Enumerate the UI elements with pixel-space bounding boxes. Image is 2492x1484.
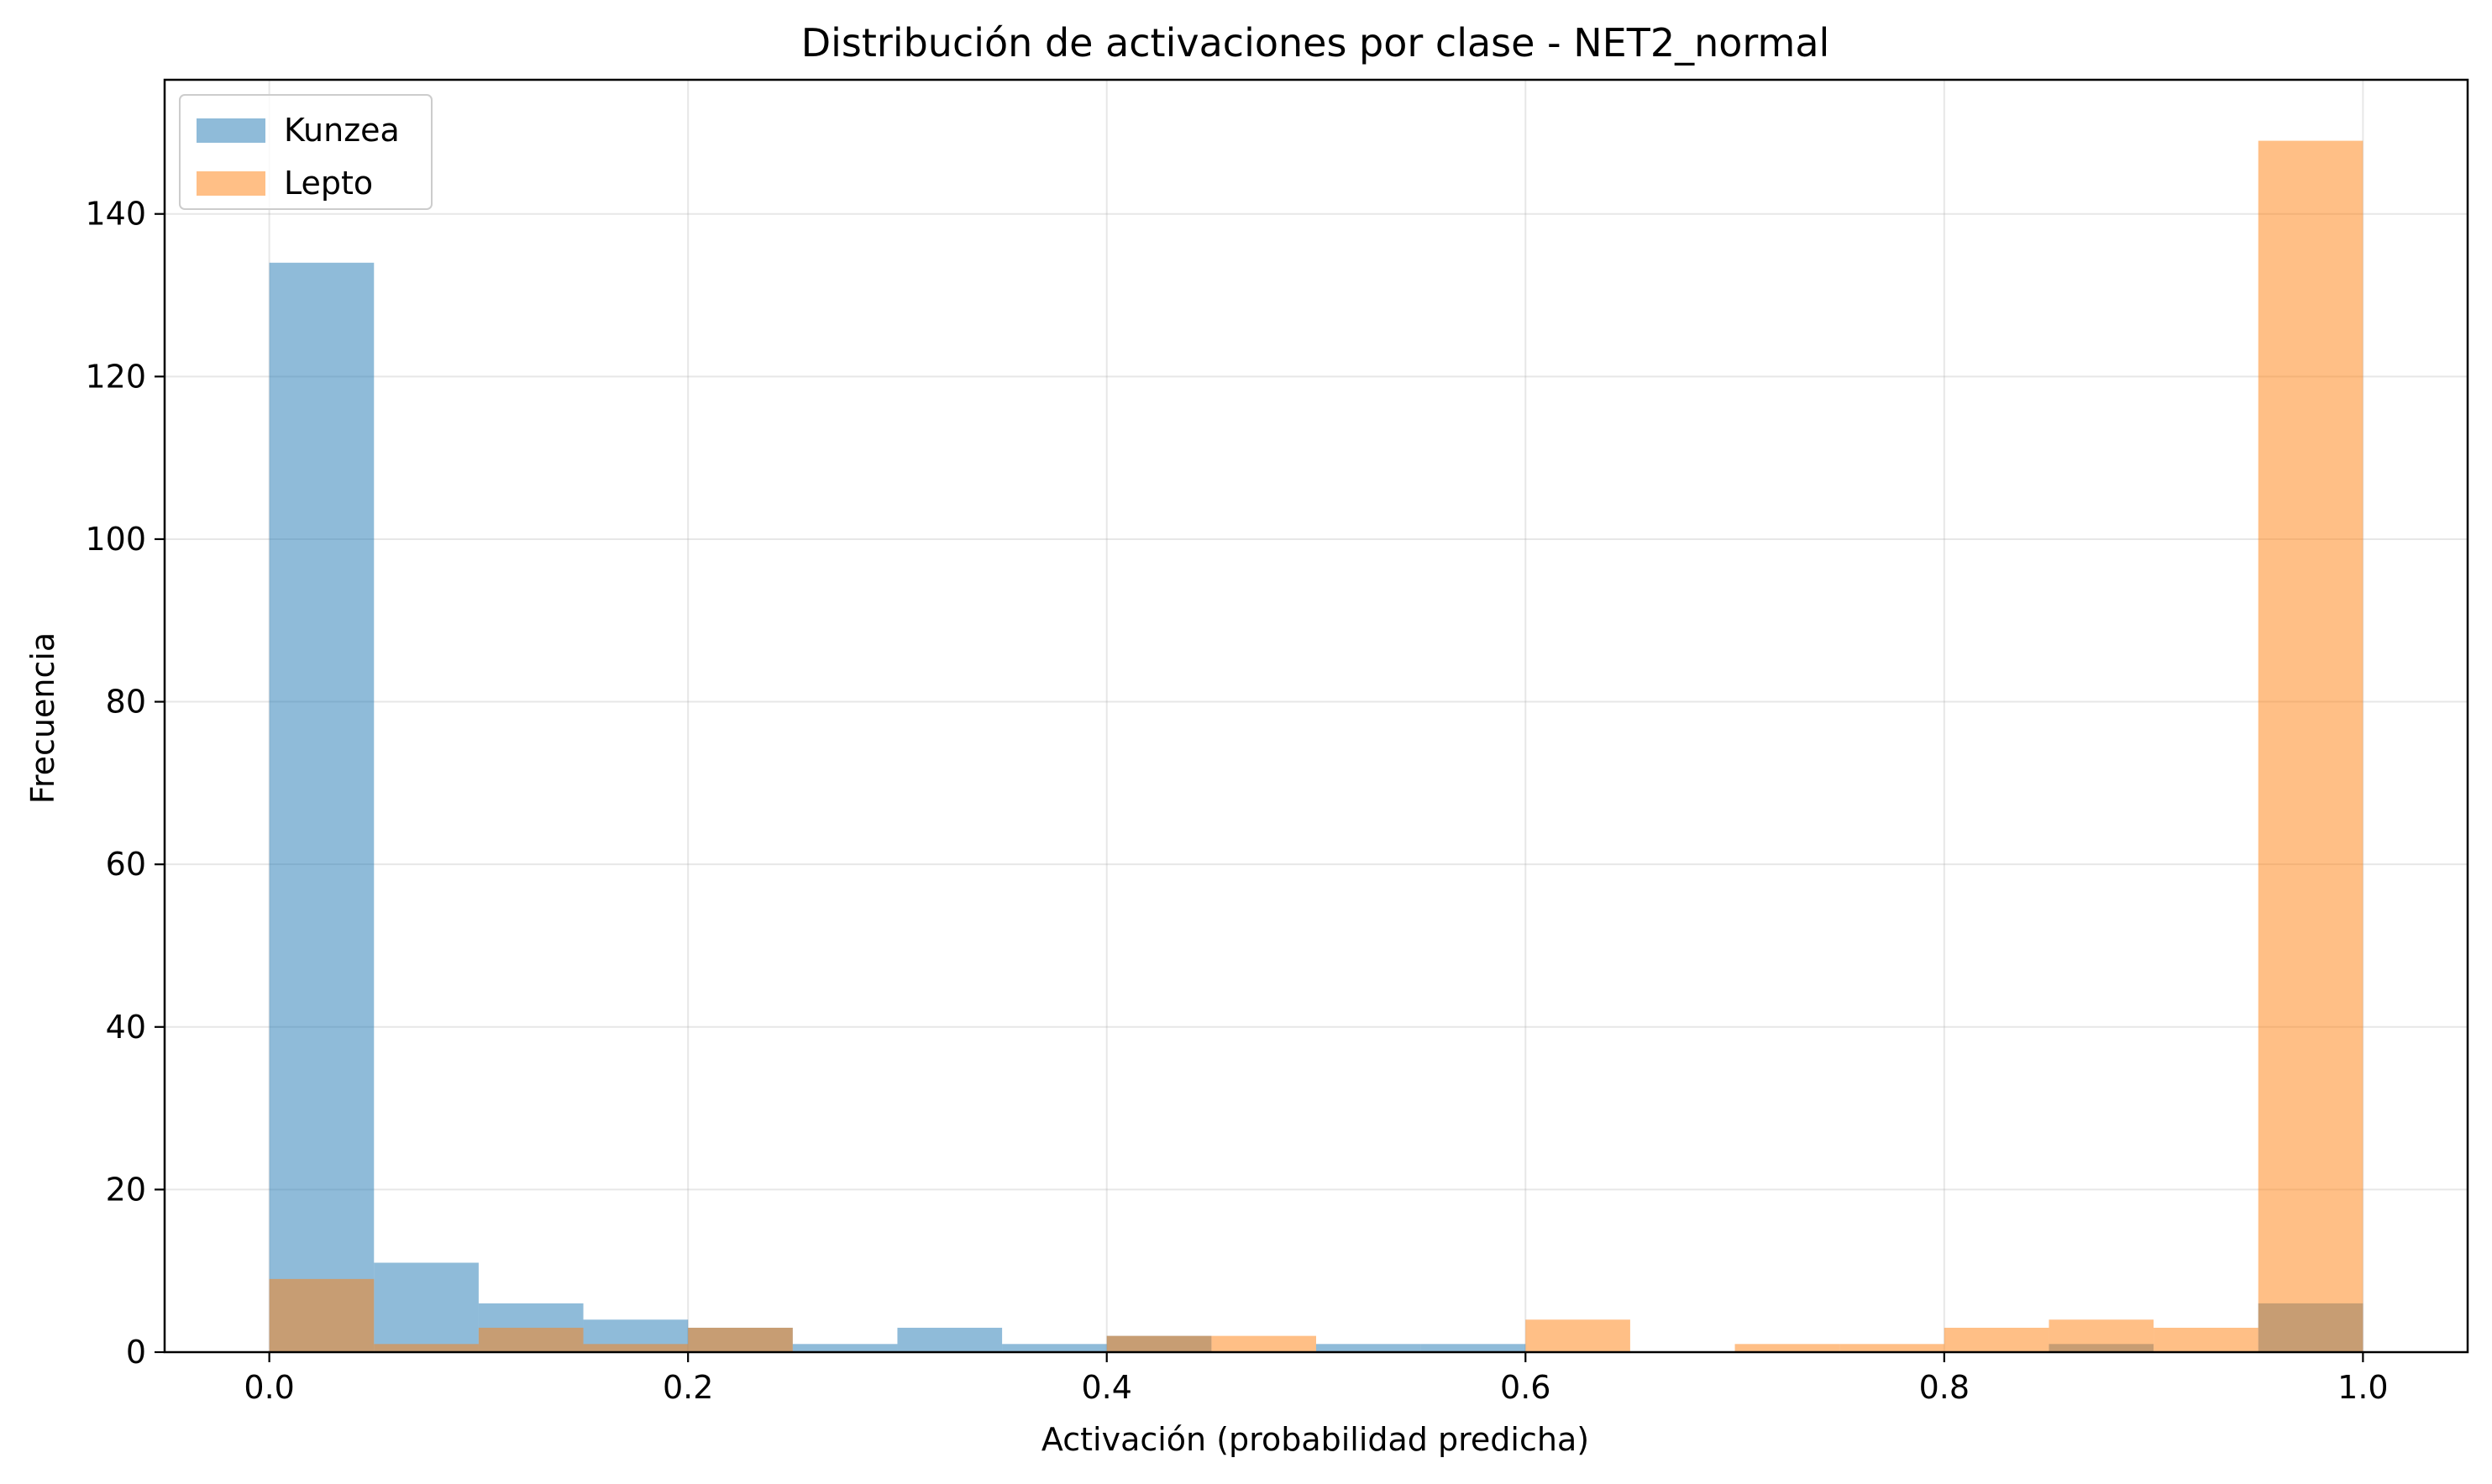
histogram-bar-lepto (269, 1278, 375, 1352)
histogram-bar-kunzea (1420, 1344, 1526, 1352)
histogram-bar-lepto (1525, 1319, 1630, 1352)
histogram-bars (269, 140, 2363, 1352)
histogram-bar-lepto (688, 1327, 793, 1352)
y-tick-label: 0 (126, 1334, 146, 1371)
histogram-bar-lepto (2258, 140, 2363, 1352)
y-tick-label: 140 (85, 196, 146, 233)
legend-label-kunzea: Kunzea (284, 112, 400, 149)
y-tick-label: 20 (106, 1171, 146, 1208)
grid-lines (165, 80, 2468, 1353)
x-tick-label: 1.0 (2337, 1369, 2388, 1406)
y-tick-label: 60 (106, 846, 146, 883)
histogram-bar-lepto (2049, 1319, 2154, 1352)
histogram-bar-lepto (1839, 1344, 1944, 1352)
histogram-bar-kunzea (1002, 1344, 1107, 1352)
y-tick-label: 40 (106, 1009, 146, 1046)
histogram-bar-kunzea (792, 1344, 898, 1352)
x-tick-label: 0.6 (1500, 1369, 1550, 1406)
y-axis-label: Frecuencia (24, 632, 61, 804)
histogram-bar-lepto (374, 1344, 479, 1352)
histogram-bar-lepto (1211, 1335, 1316, 1352)
series-lepto-bars (269, 140, 2363, 1352)
y-tick-label: 80 (106, 684, 146, 721)
x-tick-label: 0.2 (663, 1369, 713, 1406)
y-tick-label: 100 (85, 521, 146, 558)
histogram-bar-kunzea (374, 1262, 479, 1352)
legend: Kunzea Lepto (179, 94, 433, 210)
histogram-bar-kunzea (269, 262, 375, 1352)
histogram-bar-lepto (1944, 1327, 2049, 1352)
x-axis-ticks: 0.0 0.2 0.4 0.6 0.8 1.0 (244, 1352, 2389, 1406)
histogram-bar-lepto (1734, 1344, 1840, 1352)
x-tick-label: 0.8 (1919, 1369, 1970, 1406)
histogram-bar-kunzea (1316, 1344, 1421, 1352)
legend-swatch-kunzea (197, 118, 265, 143)
chart-title: Distribución de activaciones por clase -… (801, 20, 1830, 66)
legend-label-lepto: Lepto (284, 165, 373, 202)
histogram-bar-lepto (1106, 1335, 1212, 1352)
x-tick-label: 0.4 (1082, 1369, 1132, 1406)
y-axis-ticks: 0 20 40 60 80 100 120 140 (85, 196, 165, 1371)
histogram-bar-kunzea (897, 1327, 1003, 1352)
plot-area-frame (163, 78, 2469, 1354)
x-axis-label: Activación (probabilidad predicha) (1041, 1421, 1589, 1458)
x-tick-label: 0.0 (244, 1369, 294, 1406)
histogram-bar-lepto (2154, 1327, 2259, 1352)
y-tick-label: 120 (85, 358, 146, 395)
legend-swatch-lepto (197, 171, 265, 196)
histogram-bar-lepto (583, 1344, 689, 1352)
histogram-bar-lepto (478, 1327, 584, 1352)
